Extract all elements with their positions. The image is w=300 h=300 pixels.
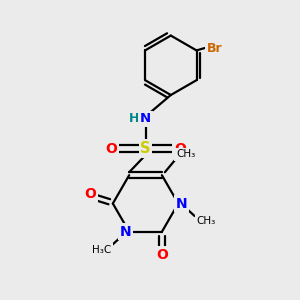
Text: CH₃: CH₃ bbox=[196, 216, 215, 226]
Text: O: O bbox=[84, 187, 96, 201]
Text: O: O bbox=[156, 248, 168, 262]
Text: N: N bbox=[120, 225, 131, 239]
Text: O: O bbox=[174, 142, 186, 155]
Text: N: N bbox=[140, 112, 151, 125]
Text: H: H bbox=[129, 112, 140, 125]
Text: CH₃: CH₃ bbox=[176, 149, 195, 159]
Text: H₃C: H₃C bbox=[92, 244, 111, 255]
Text: N: N bbox=[176, 196, 188, 211]
Text: S: S bbox=[140, 141, 151, 156]
Text: Br: Br bbox=[207, 42, 222, 55]
Text: O: O bbox=[105, 142, 117, 155]
